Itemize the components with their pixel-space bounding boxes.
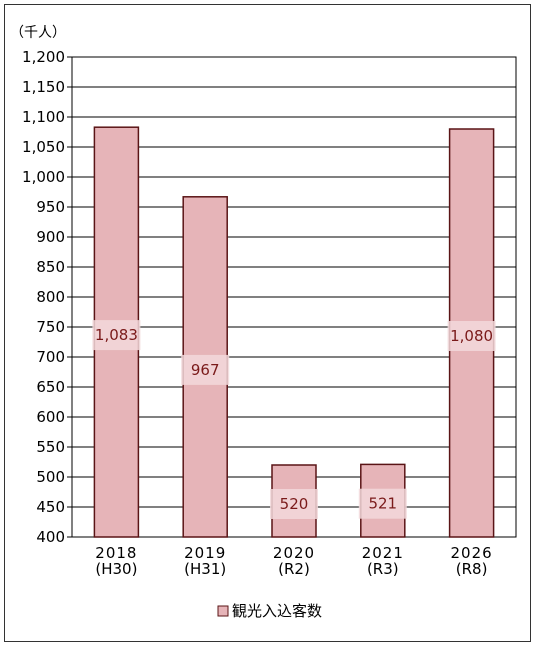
y-tick-label: 1,200 — [22, 48, 65, 66]
x-tick-label-era: (R8) — [456, 560, 488, 578]
y-tick-label: 1,000 — [22, 168, 65, 186]
data-label: 1,080 — [450, 327, 493, 345]
data-label: 520 — [280, 495, 309, 513]
x-tick-label-year: 2021 — [362, 544, 404, 562]
data-label: 967 — [191, 361, 220, 379]
y-tick-label: 650 — [36, 378, 65, 396]
x-tick-label-year: 2026 — [451, 544, 493, 562]
legend-label: 観光入込客数 — [232, 602, 322, 620]
chart-frame — [4, 4, 531, 642]
y-tick-label: 600 — [36, 408, 65, 426]
y-tick-label: 1,150 — [22, 78, 65, 96]
y-tick-label: 400 — [36, 528, 65, 546]
y-tick-label: 700 — [36, 348, 65, 366]
x-tick-label-year: 2019 — [184, 544, 226, 562]
y-tick-label: 800 — [36, 288, 65, 306]
y-tick-label: 850 — [36, 258, 65, 276]
x-tick-label-era: (R3) — [367, 560, 399, 578]
data-label: 521 — [368, 495, 397, 513]
x-tick-label-year: 2020 — [273, 544, 315, 562]
x-tick-label-era: (H30) — [95, 560, 137, 578]
data-label-bg — [358, 488, 407, 519]
y-tick-label: 1,050 — [22, 138, 65, 156]
legend-swatch — [217, 605, 229, 617]
y-tick-label: 950 — [36, 198, 65, 216]
data-label: 1,083 — [95, 326, 138, 344]
data-label-bg — [181, 354, 230, 385]
unit-label: （千人） — [10, 25, 66, 41]
data-label-bg — [270, 489, 318, 519]
x-tick-label-era: (R2) — [278, 560, 310, 578]
x-tick-label-era: (H31) — [184, 560, 226, 578]
y-tick-label: 1,100 — [22, 108, 65, 126]
data-label-bg — [92, 320, 141, 351]
x-tick-label-year: 2018 — [95, 544, 137, 562]
y-tick-label: 450 — [36, 498, 65, 516]
y-tick-label: 550 — [36, 438, 65, 456]
y-tick-label: 750 — [36, 318, 65, 336]
y-tick-label: 900 — [36, 228, 65, 246]
y-tick-label: 500 — [36, 468, 65, 486]
data-label-bg — [447, 321, 496, 351]
